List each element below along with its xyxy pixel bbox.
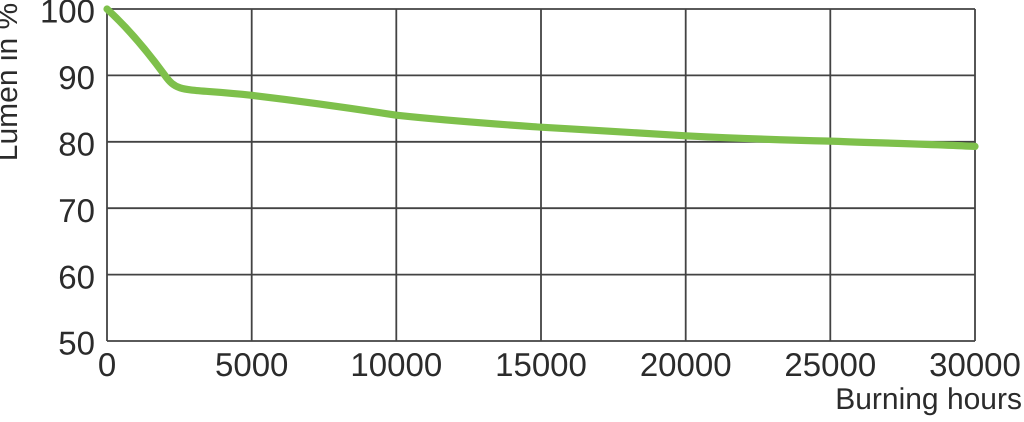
svg-text:0: 0 xyxy=(98,346,116,383)
svg-text:80: 80 xyxy=(58,126,95,163)
svg-text:10000: 10000 xyxy=(350,346,442,383)
svg-text:5000: 5000 xyxy=(215,346,288,383)
svg-text:25000: 25000 xyxy=(784,346,876,383)
svg-text:30000: 30000 xyxy=(929,346,1021,383)
svg-text:60: 60 xyxy=(58,258,95,295)
svg-text:Burning hours: Burning hours xyxy=(835,383,1022,416)
svg-text:Lumen in %: Lumen in % xyxy=(0,3,24,161)
svg-text:50: 50 xyxy=(58,325,95,362)
svg-text:100: 100 xyxy=(40,0,95,30)
svg-text:90: 90 xyxy=(58,59,95,96)
svg-text:70: 70 xyxy=(58,192,95,229)
svg-text:15000: 15000 xyxy=(495,346,587,383)
svg-text:20000: 20000 xyxy=(640,346,732,383)
